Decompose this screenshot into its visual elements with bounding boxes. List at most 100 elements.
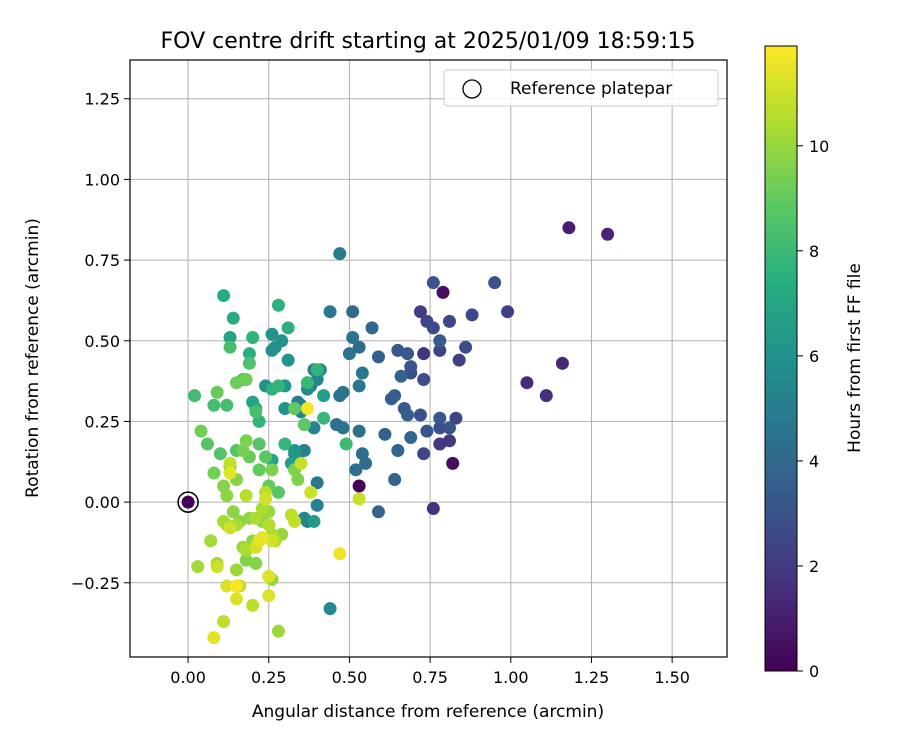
data-point: [229, 579, 243, 593]
data-point: [271, 379, 285, 393]
data-point: [194, 424, 208, 438]
colorbar-tick-label: 6: [809, 347, 819, 366]
x-tick-label: 0.75: [412, 668, 448, 687]
data-point: [501, 305, 515, 319]
data-point: [300, 402, 314, 416]
data-point: [200, 437, 214, 451]
data-point: [310, 498, 324, 512]
data-point: [288, 402, 302, 416]
data-point: [539, 389, 553, 403]
data-point: [297, 418, 311, 432]
legend-marker-reference-icon: [462, 79, 482, 99]
x-tick-label: 0.50: [332, 668, 368, 687]
data-point: [271, 485, 285, 499]
data-point: [249, 511, 263, 525]
data-point: [229, 563, 243, 577]
data-point: [226, 311, 240, 325]
data-point: [255, 531, 269, 545]
plot-area-frame: [129, 59, 728, 658]
x-tick-label: 1.00: [493, 668, 529, 687]
x-tick-label: 1.50: [654, 668, 690, 687]
data-point: [223, 340, 237, 354]
y-axis-ticks: −0.25 0.00 0.25 0.50 0.75 1.00 1.25: [71, 90, 130, 593]
data-point: [217, 289, 231, 303]
data-point: [210, 560, 224, 574]
data-point: [426, 276, 440, 290]
data-point: [226, 505, 240, 519]
data-point: [213, 447, 227, 461]
data-point: [413, 305, 427, 319]
data-point: [355, 447, 369, 461]
data-point: [352, 379, 366, 393]
data-point: [371, 350, 385, 364]
data-point: [252, 463, 266, 477]
data-point: [601, 227, 615, 241]
data-point: [223, 521, 237, 535]
data-point: [275, 334, 289, 348]
data-point: [204, 534, 218, 548]
data-point: [259, 492, 273, 506]
x-tick-label: 0.00: [170, 668, 206, 687]
data-point: [239, 372, 253, 386]
data-point: [336, 385, 350, 399]
data-point: [446, 456, 460, 470]
data-point: [352, 424, 366, 438]
y-tick-label: 0.50: [84, 332, 120, 351]
data-point: [333, 547, 347, 561]
reference-point-marker: [177, 491, 199, 513]
data-point: [452, 353, 466, 367]
y-axis-label: Rotation from reference (arcmin): [23, 218, 43, 498]
data-point: [281, 321, 295, 335]
data-point: [317, 411, 331, 425]
data-point: [333, 247, 347, 261]
data-point: [281, 353, 295, 367]
legend: Reference platepar: [443, 69, 719, 107]
data-point: [349, 463, 363, 477]
data-point: [488, 276, 502, 290]
legend-label-reference: Reference platepar: [510, 79, 672, 99]
data-point: [436, 285, 450, 299]
data-point: [365, 321, 379, 335]
data-point: [262, 589, 276, 603]
data-point: [342, 347, 356, 361]
data-point: [378, 427, 392, 441]
data-point: [417, 347, 431, 361]
data-point: [371, 505, 385, 519]
y-tick-label: 0.75: [84, 251, 120, 270]
x-tick-label: 0.25: [251, 668, 287, 687]
colorbar-tick-label: 10: [809, 137, 829, 156]
data-point: [330, 418, 344, 432]
data-point: [223, 466, 237, 480]
data-point: [210, 385, 224, 399]
data-point: [304, 485, 318, 499]
y-tick-label: 1.25: [84, 90, 120, 109]
data-point: [352, 340, 366, 354]
data-point: [242, 347, 256, 361]
data-point: [562, 221, 576, 235]
data-point: [352, 479, 366, 493]
data-point: [291, 473, 305, 487]
data-point: [449, 411, 463, 425]
data-points: [188, 221, 615, 645]
data-point: [249, 556, 263, 570]
data-point: [339, 437, 353, 451]
data-point: [220, 579, 234, 593]
data-point: [401, 408, 415, 422]
data-point: [271, 298, 285, 312]
data-point: [465, 308, 479, 322]
data-point: [294, 456, 308, 470]
legend-box: [443, 69, 719, 107]
data-point: [191, 560, 205, 574]
data-point: [413, 408, 427, 422]
data-point: [259, 450, 273, 464]
data-point: [346, 305, 360, 319]
data-point: [323, 602, 337, 616]
data-point: [188, 389, 202, 403]
data-point: [288, 443, 302, 457]
data-point: [271, 624, 285, 638]
data-point: [388, 473, 402, 487]
data-point: [420, 424, 434, 438]
data-point: [317, 389, 331, 403]
data-point: [442, 421, 456, 435]
data-point: [223, 331, 237, 345]
